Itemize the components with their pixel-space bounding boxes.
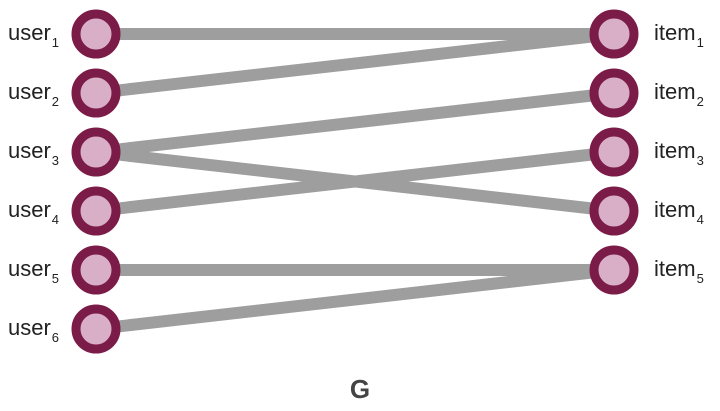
user-label-subscript: 3 — [51, 153, 60, 168]
edge-u6-i5 — [95, 264, 615, 335]
user-label-text: user — [8, 197, 51, 222]
user-node-u1 — [71, 9, 121, 59]
item-label-text: item — [654, 79, 696, 104]
user-label-u1: user1 — [8, 20, 59, 50]
item-label-text: item — [654, 20, 696, 45]
graph-name: G — [349, 374, 371, 404]
user-node-u6 — [71, 304, 121, 354]
user-node-u3 — [71, 127, 121, 177]
user-label-u4: user4 — [8, 197, 59, 227]
nodes-layer — [71, 9, 639, 354]
user-label-subscript: 6 — [51, 330, 60, 345]
item-node-i1 — [589, 9, 639, 59]
user-label-u2: user2 — [8, 79, 59, 109]
user-label-u6: user6 — [8, 315, 59, 345]
item-label-subscript: 4 — [696, 212, 704, 227]
item-label-i1: item1 — [654, 20, 704, 50]
user-label-subscript: 1 — [51, 35, 60, 50]
user-label-text: user — [8, 20, 51, 45]
item-label-i4: item4 — [654, 197, 704, 227]
user-node-u4 — [71, 186, 121, 236]
user-label-subscript: 4 — [51, 212, 60, 227]
edges-layer — [95, 28, 615, 335]
item-label-subscript: 2 — [696, 94, 704, 109]
user-label-u5: user5 — [8, 256, 59, 286]
item-label-text: item — [654, 256, 696, 281]
user-node-u5 — [71, 245, 121, 295]
item-label-text: item — [654, 138, 696, 163]
user-label-text: user — [8, 256, 51, 281]
item-node-i3 — [589, 127, 639, 177]
user-node-u2 — [71, 68, 121, 118]
user-label-text: user — [8, 315, 51, 340]
user-label-subscript: 5 — [51, 271, 60, 286]
user-label-text: user — [8, 79, 51, 104]
edge-u3-i2 — [95, 87, 615, 158]
item-label-text: item — [654, 197, 696, 222]
user-label-text: user — [8, 138, 51, 163]
item-label-i3: item3 — [654, 138, 704, 168]
item-label-subscript: 3 — [696, 153, 704, 168]
item-label-i2: item2 — [654, 79, 704, 109]
item-node-i5 — [589, 245, 639, 295]
item-node-i2 — [589, 68, 639, 118]
item-node-i4 — [589, 186, 639, 236]
edge-u4-i3 — [95, 146, 615, 217]
user-label-subscript: 2 — [51, 94, 60, 109]
item-label-subscript: 1 — [696, 35, 704, 50]
item-label-subscript: 5 — [696, 271, 704, 286]
edge-u2-i1 — [95, 28, 615, 99]
user-label-u3: user3 — [8, 138, 59, 168]
item-label-i5: item5 — [654, 256, 704, 286]
